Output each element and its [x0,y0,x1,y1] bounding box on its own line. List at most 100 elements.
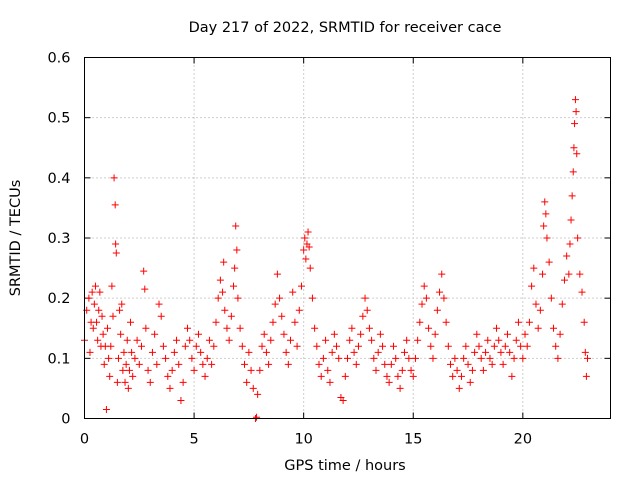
data-point [333,342,341,350]
data-point [528,282,536,290]
data-point [89,324,97,332]
data-point [88,288,96,296]
data-point [319,354,327,362]
data-point [190,366,198,374]
data-point [227,312,235,320]
data-point [370,354,378,362]
data-point [488,360,496,368]
data-point [291,318,299,326]
data-point [216,276,224,284]
data-point [484,336,492,344]
data-point [238,342,246,350]
data-point [578,288,586,296]
x-tick-label: 10 [294,432,312,448]
data-point [383,372,391,380]
data-point [271,300,279,308]
data-point [109,312,117,320]
data-point [95,306,103,314]
data-point [265,360,273,368]
data-point [581,348,589,356]
data-point [387,360,395,368]
y-tick-labels: 0 0.1 0.2 0.3 0.4 0.5 0.6 [47,51,70,428]
data-point [201,372,209,380]
data-point [106,372,114,380]
data-point [140,267,148,275]
data-point [276,294,284,302]
data-point [418,300,426,308]
data-point [231,264,239,272]
data-point [110,174,118,182]
data-point [260,330,268,338]
data-point [113,378,121,386]
data-point [464,360,472,368]
data-point [348,324,356,332]
data-point [131,354,139,362]
y-axis-label: SRMTID / TECUs [8,180,24,297]
data-point [482,348,490,356]
data-point [486,354,494,362]
data-point [574,234,582,242]
data-point [560,276,568,284]
data-point [219,288,227,296]
data-point [436,288,444,296]
data-point [262,348,270,356]
data-point [236,324,244,332]
data-point [125,366,133,374]
data-point [112,240,120,248]
data-point [151,330,159,338]
data-point [133,336,141,344]
x-tick-label: 20 [514,432,532,448]
data-point [431,330,439,338]
data-point [197,348,205,356]
data-point [144,366,152,374]
data-point [405,354,413,362]
data-point [254,390,262,398]
data-point [525,318,533,326]
data-point [99,330,107,338]
data-point [444,342,452,350]
data-point [249,384,257,392]
data-point [326,378,334,386]
data-point [341,372,349,380]
data-point [556,330,564,338]
data-point [212,318,220,326]
data-point [179,378,187,386]
data-point [123,336,131,344]
data-point [543,234,551,242]
data-point [322,336,330,344]
data-point [374,348,382,356]
data-point [416,318,424,326]
data-point [361,294,369,302]
data-point [400,348,408,356]
data-point [407,366,415,374]
data-point [438,270,446,278]
data-point [583,354,591,362]
data-point [148,348,156,356]
data-point [230,282,238,290]
data-point [90,300,98,308]
data-point [166,384,174,392]
data-point [521,330,529,338]
data-point [576,270,584,278]
data-point [221,306,229,314]
data-point [173,336,181,344]
data-point [287,336,295,344]
y-tick-label: 0.5 [47,111,70,127]
data-point [503,330,511,338]
data-point [422,294,430,302]
data-point [168,366,176,374]
data-point [414,336,422,344]
data-point [232,222,240,230]
data-point [385,378,393,386]
data-point [127,318,135,326]
data-point [571,96,579,104]
data-point [297,282,305,290]
data-point [225,336,233,344]
data-point [455,384,463,392]
data-point [114,354,122,362]
data-point [159,342,167,350]
x-axis-label: GPS time / hours [284,458,405,474]
data-point [118,300,126,308]
data-point [305,243,313,251]
